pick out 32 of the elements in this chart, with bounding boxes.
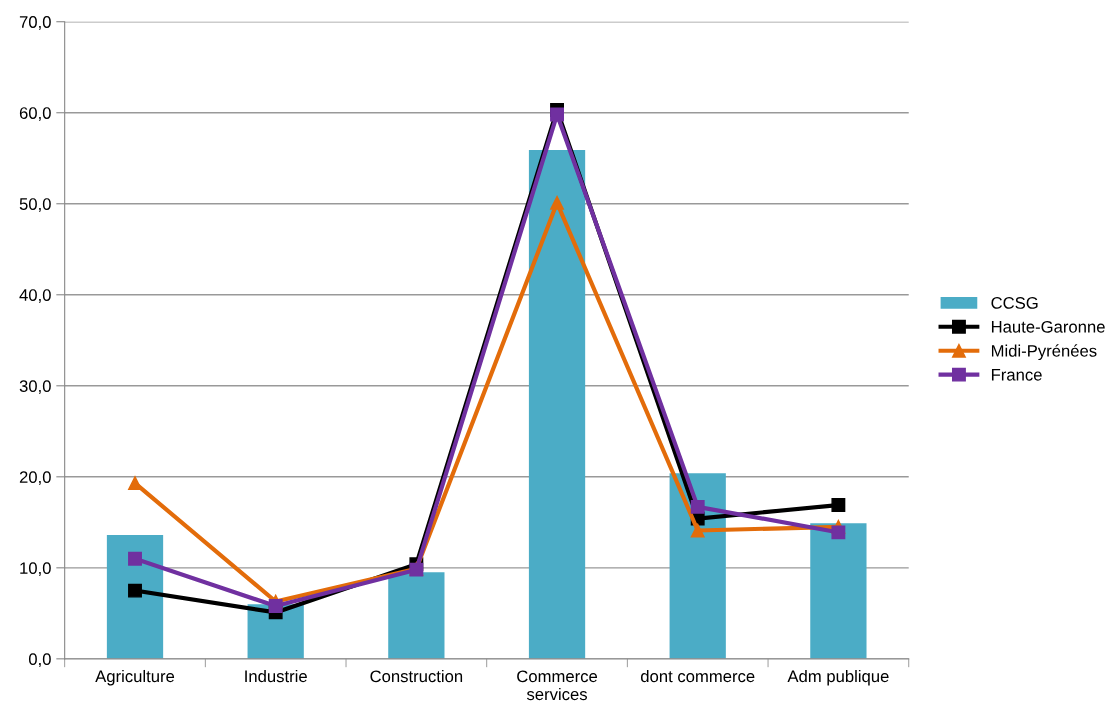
bar: [528, 150, 586, 659]
y-tick-label: 20,0: [19, 471, 51, 485]
y-tick-label: 10,0: [20, 562, 51, 576]
legend-label: Haute-Garonne: [991, 320, 1105, 333]
point: [831, 498, 846, 512]
point: [550, 195, 564, 210]
bar: [388, 572, 445, 659]
y-tick-label: 30,0: [19, 380, 51, 394]
x-tick-label: Construction: [370, 669, 463, 683]
legend-label: France: [991, 369, 1042, 381]
point: [128, 476, 142, 491]
bar: [106, 535, 164, 659]
point: [128, 583, 142, 598]
y-tick-label: 50,0: [19, 198, 51, 212]
point: [550, 107, 564, 122]
point: [831, 525, 846, 540]
x-tick-label: Commerce services: [517, 670, 598, 701]
x-tick-label: Industrie: [245, 669, 307, 683]
legend-label: Midi-Pyrénées: [991, 344, 1097, 361]
point: [690, 523, 705, 538]
x-tick-label: Adm publique: [787, 669, 889, 686]
point: [690, 499, 705, 514]
point: [268, 599, 283, 613]
x-tick-label: dont commerce: [640, 669, 755, 683]
y-tick-label: 60,0: [19, 107, 51, 121]
y-tick-label: 0,0: [28, 653, 51, 668]
y-tick-label: 40,0: [19, 289, 51, 303]
point: [128, 551, 142, 566]
x-tick-label: Agriculture: [95, 669, 175, 686]
bar: [810, 523, 867, 659]
y-tick-label: 70,0: [19, 16, 51, 30]
legend-label: CCSG: [991, 297, 1038, 309]
